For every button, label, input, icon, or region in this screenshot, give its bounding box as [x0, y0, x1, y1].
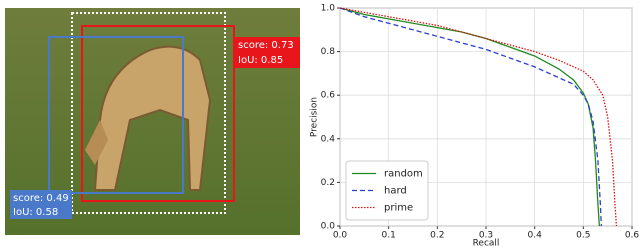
x-tick-label: 0.6: [625, 231, 639, 241]
y-tick-label: 0.6: [321, 91, 336, 101]
y-tick-label: 0.4: [321, 134, 336, 144]
x-tick-label: 0.4: [528, 231, 543, 241]
y-tick-label: 1.0: [321, 4, 336, 14]
y-axis-label: Precision: [310, 97, 320, 137]
y-tick-label: 0.8: [321, 47, 336, 57]
legend-label: random: [384, 169, 423, 180]
y-tick-label: 0.2: [321, 178, 335, 188]
box-label: score: 0.49: [13, 193, 69, 204]
x-axis-label: Recall: [473, 239, 500, 248]
x-tick-label: 0.2: [430, 231, 444, 241]
legend-label: hard: [384, 186, 407, 197]
photo: score: 0.73 IoU: 0.85 score: 0.49 IoU: 0…: [5, 8, 300, 235]
x-tick-label: 0.0: [333, 231, 348, 241]
x-tick-label: 0.1: [382, 231, 396, 241]
figure: score: 0.73 IoU: 0.85 score: 0.49 IoU: 0…: [0, 0, 639, 248]
page: {"detection_panel": {"boxes": [ {"color"…: [0, 0, 639, 248]
x-tick-label: 0.5: [576, 231, 590, 241]
y-tick-label: 0.0: [321, 222, 336, 232]
box-label: score: 0.73: [238, 40, 294, 51]
box-label: IoU: 0.85: [238, 55, 283, 66]
box-label: IoU: 0.58: [13, 207, 58, 218]
legend-label: prime: [384, 203, 413, 214]
